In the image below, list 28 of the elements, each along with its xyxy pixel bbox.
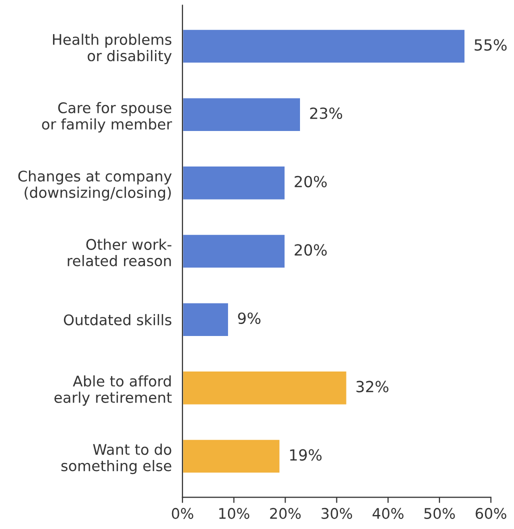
y-tick-label: Other work- related reason xyxy=(68,238,172,266)
y-tick-label: Able to afford early retirement xyxy=(54,375,172,406)
bar xyxy=(182,370,348,406)
x-tick-label: 30% xyxy=(322,508,352,519)
y-tick-label: Health problems or disability xyxy=(53,34,172,64)
data-label: 9% xyxy=(238,312,260,324)
bar xyxy=(182,165,286,201)
x-tick-label: 20% xyxy=(270,508,301,519)
y-tick-label: Changes at company (downsizing/closing) xyxy=(18,170,172,201)
x-tick-label: 60% xyxy=(476,508,506,519)
data-label: 23% xyxy=(310,107,342,120)
data-label: 55% xyxy=(474,39,507,51)
bar xyxy=(182,96,302,132)
x-tick-label: 40% xyxy=(372,508,404,519)
bar xyxy=(182,234,286,270)
y-tick-label: Outdated skills xyxy=(64,314,172,326)
x-tick-label: 50% xyxy=(424,508,455,519)
data-label: 32% xyxy=(356,380,388,392)
bar xyxy=(182,438,281,474)
y-tick-label: Want to do something else xyxy=(61,444,172,474)
data-label: 20% xyxy=(294,176,327,188)
y-tick-label: Care for spouse or family member xyxy=(42,102,172,132)
x-tick-label: 0% xyxy=(172,508,194,519)
bar xyxy=(182,28,466,64)
data-label: 19% xyxy=(290,449,322,461)
x-tick-label: 10% xyxy=(219,508,250,519)
bar xyxy=(182,302,230,338)
data-label: 20% xyxy=(294,244,327,256)
